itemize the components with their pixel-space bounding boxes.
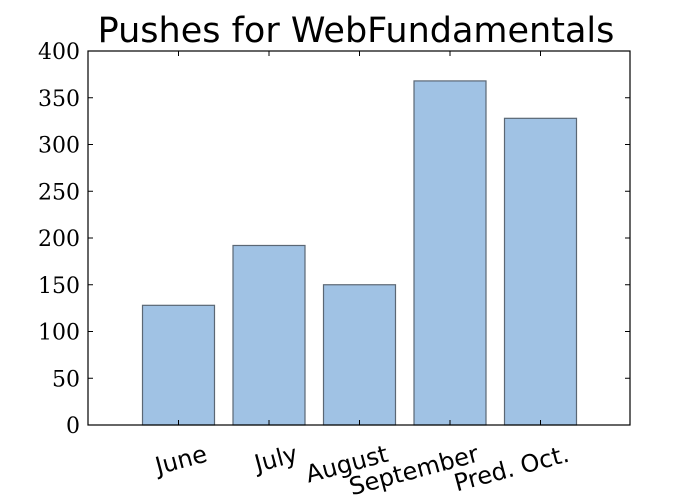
y-tick-label: 200	[38, 227, 80, 252]
plot-frame	[87, 50, 631, 426]
bar-july	[232, 244, 306, 426]
y-tick-label: 50	[52, 367, 80, 392]
x-tick-label: July	[250, 440, 301, 479]
y-tick-labels: 0 50 100 150 200 250 300 350 400	[38, 40, 80, 439]
y-tick-label: 150	[38, 274, 80, 299]
y-tick-label: 0	[66, 414, 80, 439]
chart-title: Pushes for WebFundamentals	[98, 11, 615, 51]
y-tick-label: 250	[38, 180, 80, 205]
y-tick-label: 100	[38, 321, 80, 346]
y-tick-label: 400	[38, 40, 80, 65]
bars-group	[141, 80, 578, 426]
x-tick-label: June	[150, 440, 210, 481]
bar-pred-oct	[503, 117, 578, 426]
y-tick-label: 350	[38, 87, 80, 112]
bar-august	[322, 284, 397, 426]
y-tick-label: 300	[38, 134, 80, 159]
bar-september	[413, 80, 487, 426]
bar-june	[141, 304, 216, 426]
